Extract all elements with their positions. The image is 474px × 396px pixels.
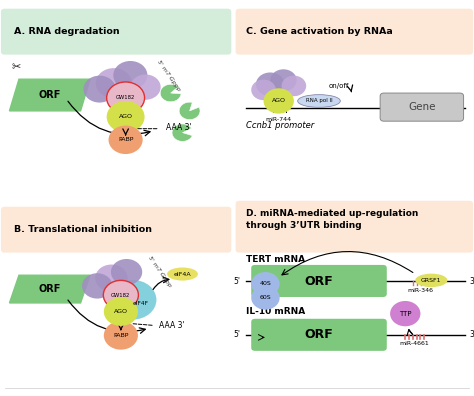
Circle shape — [104, 297, 138, 326]
Circle shape — [130, 74, 161, 100]
Text: on/off: on/off — [328, 83, 349, 89]
Text: Gene: Gene — [408, 102, 436, 112]
Text: RNA pol II: RNA pol II — [306, 99, 332, 103]
Text: GRSF1: GRSF1 — [421, 278, 442, 283]
Text: ORF: ORF — [305, 275, 333, 287]
Text: Ccnb1 promoter: Ccnb1 promoter — [246, 121, 315, 130]
Circle shape — [270, 69, 297, 91]
Circle shape — [251, 286, 280, 310]
Circle shape — [107, 82, 145, 114]
Text: ORF: ORF — [38, 90, 61, 100]
Text: C. Gene activation by RNAa: C. Gene activation by RNAa — [246, 27, 393, 36]
Text: 5' m7 Gppp: 5' m7 Gppp — [156, 59, 182, 92]
Circle shape — [83, 76, 116, 103]
Text: 5': 5' — [234, 330, 241, 339]
Text: 5' m7 Gppp: 5' m7 Gppp — [147, 255, 172, 288]
Wedge shape — [179, 102, 200, 120]
Text: D. miRNA-mediated up-regulation
through 3’UTR binding: D. miRNA-mediated up-regulation through … — [246, 209, 419, 230]
Text: eIF4A: eIF4A — [173, 272, 191, 276]
Circle shape — [111, 259, 142, 285]
Text: AAA 3': AAA 3' — [159, 321, 184, 330]
Circle shape — [103, 280, 138, 310]
Text: AGO: AGO — [118, 114, 133, 119]
Circle shape — [104, 321, 138, 350]
Text: GW182: GW182 — [116, 95, 135, 100]
Text: 3': 3' — [469, 277, 474, 286]
Text: TERT mRNA: TERT mRNA — [246, 255, 306, 265]
Circle shape — [256, 72, 284, 96]
Circle shape — [109, 126, 143, 154]
Text: 3': 3' — [469, 330, 474, 339]
Circle shape — [113, 61, 147, 89]
FancyBboxPatch shape — [251, 265, 387, 297]
Text: 5': 5' — [234, 277, 241, 286]
Text: B. Translational inhibition: B. Translational inhibition — [14, 225, 152, 234]
Text: GW182: GW182 — [111, 293, 130, 297]
Text: ORF: ORF — [38, 284, 61, 294]
Circle shape — [264, 88, 294, 114]
Text: IL-10 mRNA: IL-10 mRNA — [246, 307, 306, 316]
Circle shape — [282, 76, 306, 96]
Text: miR-744: miR-744 — [265, 117, 292, 122]
Circle shape — [390, 301, 420, 326]
Text: 60S: 60S — [260, 295, 271, 300]
Text: AGO: AGO — [272, 99, 286, 103]
Ellipse shape — [298, 95, 340, 107]
Text: eIF4F: eIF4F — [133, 301, 149, 306]
Polygon shape — [9, 275, 90, 303]
Text: ORF: ORF — [305, 328, 333, 341]
Text: TTP: TTP — [399, 310, 411, 317]
FancyBboxPatch shape — [236, 9, 473, 55]
Circle shape — [251, 272, 280, 296]
Text: miR-4661: miR-4661 — [400, 341, 429, 346]
Text: miR-346: miR-346 — [407, 288, 433, 293]
Ellipse shape — [415, 274, 447, 287]
Circle shape — [107, 101, 145, 133]
FancyBboxPatch shape — [380, 93, 464, 121]
Text: AGO: AGO — [114, 309, 128, 314]
FancyBboxPatch shape — [251, 319, 387, 351]
Text: 40S: 40S — [260, 282, 271, 286]
Circle shape — [251, 80, 276, 100]
Wedge shape — [172, 124, 192, 141]
Text: A. RNA degradation: A. RNA degradation — [14, 27, 120, 36]
Circle shape — [96, 68, 132, 98]
Circle shape — [82, 273, 112, 299]
Circle shape — [109, 280, 156, 320]
Wedge shape — [160, 84, 181, 102]
Text: ✂: ✂ — [12, 62, 21, 72]
Text: PABP: PABP — [118, 137, 133, 142]
Ellipse shape — [167, 268, 198, 280]
Text: PABP: PABP — [113, 333, 128, 338]
Circle shape — [95, 265, 128, 291]
FancyBboxPatch shape — [236, 201, 473, 253]
FancyBboxPatch shape — [1, 207, 231, 253]
Text: AAA 3': AAA 3' — [166, 124, 191, 132]
FancyBboxPatch shape — [1, 9, 231, 55]
Polygon shape — [9, 79, 90, 111]
